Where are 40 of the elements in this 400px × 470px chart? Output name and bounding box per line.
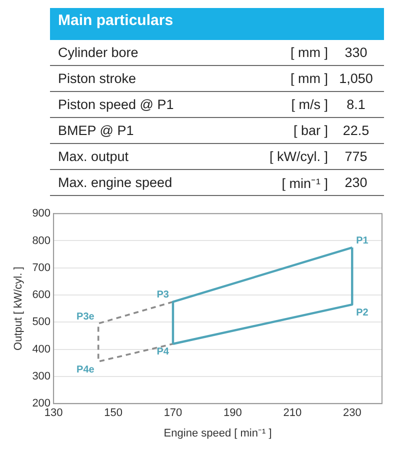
text: 8.1 [346, 97, 366, 112]
text: [ bar ] [292, 123, 328, 138]
y-tick-label: 600 [32, 289, 51, 302]
y-axis-title: Output [ kW/cyl. ] [12, 266, 25, 350]
y-tick-label: 900 [32, 208, 51, 220]
text: [ min⁻¹ ] [280, 174, 328, 192]
y-tick-label: 800 [32, 234, 51, 247]
y-tick-label: 300 [32, 370, 51, 382]
text: 22.5 [342, 123, 370, 138]
text: [ m/s ] [290, 97, 328, 112]
y-tick-label: 500 [32, 316, 51, 328]
x-tick-label: 170 [164, 407, 182, 420]
text: 330 [344, 45, 368, 60]
text: BMEP @ P1 [57, 123, 135, 138]
x-tick-label: 230 [342, 407, 362, 420]
x-axis-title: Engine speed [ min⁻¹ ] [164, 427, 272, 440]
annotation: P4e [76, 364, 95, 376]
text: 775 [344, 149, 368, 164]
text: [ kW/cyl. ] [268, 149, 328, 164]
text: Piston speed @ P1 [57, 97, 175, 112]
text: Max. engine speed [57, 175, 174, 190]
text: Max. output [57, 149, 130, 164]
x-tick-label: 150 [104, 407, 122, 420]
x-tick-label: 210 [283, 407, 302, 420]
annotation: P2 [356, 307, 369, 318]
x-tick-label: 130 [44, 407, 63, 420]
text: 230 [344, 175, 368, 190]
annotation: P4 [156, 346, 170, 358]
text: [ mm ] [290, 71, 328, 86]
y-tick-label: 700 [32, 262, 51, 274]
y-tick-label: 400 [32, 343, 51, 356]
text: [ mm ] [290, 45, 328, 60]
x-tick-label: 190 [224, 407, 242, 420]
text: Main particulars [50, 8, 384, 40]
text: Piston stroke [57, 71, 138, 86]
annotation: P1 [356, 235, 369, 246]
annotation: P3e [76, 311, 95, 322]
annotation: P3 [156, 290, 170, 301]
text: Cylinder bore [57, 45, 140, 60]
text: 1,050 [338, 71, 374, 86]
